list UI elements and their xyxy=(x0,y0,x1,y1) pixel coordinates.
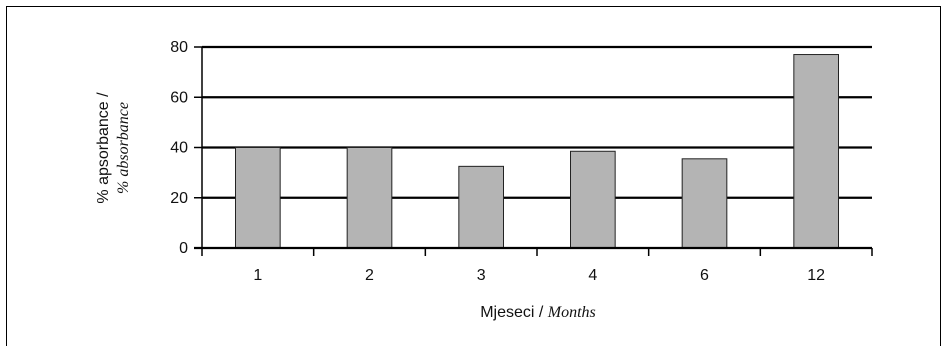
bar-1 xyxy=(235,147,281,249)
y-tick-label-60: 60 xyxy=(170,89,188,106)
bar-6 xyxy=(681,158,728,249)
bar-3 xyxy=(458,165,505,249)
y-tick-label-20: 20 xyxy=(170,190,188,207)
y-axis: 0 20 40 60 80 xyxy=(170,39,203,257)
y-tick-label-0: 0 xyxy=(179,240,188,257)
x-axis-title: Mjeseci / Months xyxy=(480,304,596,321)
y-tick-label-80: 80 xyxy=(170,39,188,56)
bars xyxy=(235,54,839,249)
y-axis-title: % apsorbance / % absorbance xyxy=(95,92,132,204)
x-tick-label-6: 6 xyxy=(700,267,709,284)
x-tick-label-12: 12 xyxy=(807,267,825,284)
y-axis-title-line2: % absorbance xyxy=(115,102,132,194)
y-tick-label-40: 40 xyxy=(170,140,188,157)
x-axis-title-plain: Mjeseci / xyxy=(480,304,548,321)
bar-12 xyxy=(793,54,839,249)
bar-2 xyxy=(346,147,393,249)
x-tick-label-4: 4 xyxy=(588,267,597,284)
x-axis-title-italic: Months xyxy=(547,304,596,321)
x-tick-label-1: 1 xyxy=(253,267,262,284)
x-tick-label-2: 2 xyxy=(365,267,374,284)
gridlines xyxy=(202,45,872,199)
x-tick-label-3: 3 xyxy=(477,267,486,284)
figure-frame xyxy=(6,6,941,346)
bar-4 xyxy=(570,150,616,249)
x-axis: 1 2 3 4 6 12 xyxy=(194,246,873,284)
y-axis-title-line1: % apsorbance / xyxy=(95,92,112,204)
